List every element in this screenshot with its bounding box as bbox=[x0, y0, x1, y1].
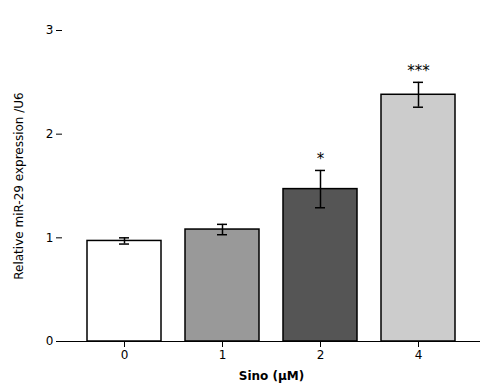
svg-text:Sino (μM): Sino (μM) bbox=[239, 369, 304, 383]
svg-text:*: * bbox=[317, 150, 325, 168]
svg-text:***: *** bbox=[407, 62, 430, 80]
svg-text:0: 0 bbox=[121, 348, 129, 362]
svg-text:2: 2 bbox=[317, 348, 325, 362]
svg-text:Relative miR-29 expression /U6: Relative miR-29 expression /U6 bbox=[12, 92, 26, 280]
svg-text:4: 4 bbox=[415, 348, 423, 362]
svg-text:2: 2 bbox=[46, 127, 54, 141]
svg-text:0: 0 bbox=[46, 334, 54, 348]
svg-text:1: 1 bbox=[219, 348, 227, 362]
svg-text:1: 1 bbox=[46, 231, 54, 245]
svg-text:3: 3 bbox=[46, 23, 54, 37]
